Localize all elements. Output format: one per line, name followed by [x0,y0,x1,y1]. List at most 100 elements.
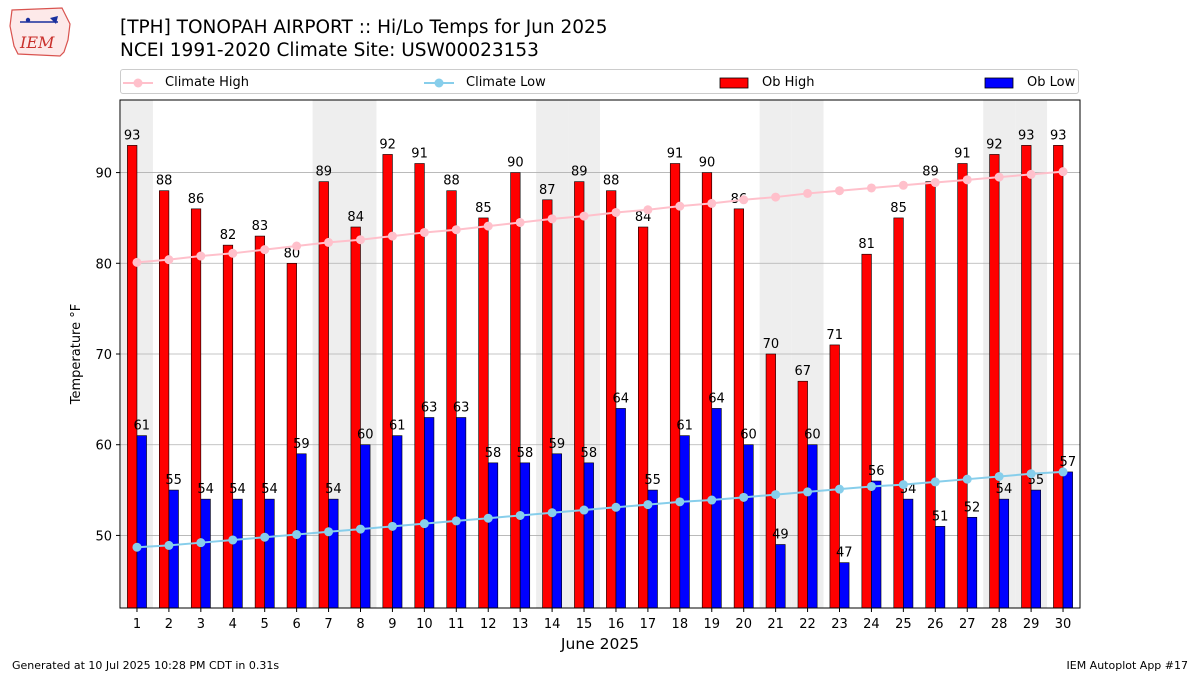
bar-ob-low [487,462,499,609]
climate-low-point [515,510,525,520]
climate-high-point [930,178,940,188]
x-tick-label: 17 [640,617,657,632]
bar-ob-low [807,444,818,609]
climate-high-point [579,211,589,221]
climate-low-point [930,477,940,487]
bar-ob-low [455,417,467,609]
data-label-ob-low: 54 [261,482,278,497]
bar-ob-low [966,516,978,609]
data-label-ob-high: 93 [1018,128,1035,143]
data-label-ob-high: 88 [443,174,460,189]
legend-label-climate-low: Climate Low [466,75,546,90]
climate-high-point [547,214,557,224]
bar-ob-high [446,190,457,609]
legend: Climate High Climate Low Ob High Ob Low [120,69,1079,94]
climate-low-point [164,540,174,550]
climate-high-point [132,257,142,267]
x-tick-label: 26 [927,617,944,632]
bar-ob-high [574,181,585,609]
x-tick-label: 27 [959,617,976,632]
data-label-ob-low: 64 [708,391,725,406]
data-label-ob-high: 85 [890,201,907,216]
data-label-ob-high: 85 [475,201,492,216]
chart-subtitle: NCEI 1991-2020 Climate Site: USW00023153 [120,40,539,61]
x-tick-label: 15 [576,617,593,632]
data-label-ob-high: 81 [858,237,875,252]
climate-high-point [260,245,270,255]
bar-ob-high [893,217,904,609]
data-label-ob-high: 83 [252,219,269,234]
data-label-ob-high: 70 [763,337,780,352]
data-label-ob-low: 51 [932,509,949,524]
x-tick-label: 11 [448,617,465,632]
x-axis-label: June 2025 [560,635,639,653]
bar-ob-high [478,217,489,609]
data-label-ob-low: 63 [453,401,470,416]
legend-label-climate-high: Climate High [165,75,250,90]
bar-ob-high [127,145,138,609]
climate-low-point [260,532,270,542]
data-label-ob-low: 58 [517,446,534,461]
climate-low-point [419,519,429,529]
climate-high-point [324,237,334,247]
legend-item-climate-low: Climate Low [422,70,546,95]
data-label-ob-low: 55 [644,473,661,488]
climate-high-point [196,251,206,261]
bar-ob-low [1062,471,1073,609]
bar-ob-high [765,353,776,609]
bar-ob-low [711,408,722,609]
data-label-ob-high: 89 [571,165,588,180]
x-tick-label: 21 [767,617,784,632]
x-tick-label: 30 [1055,617,1072,632]
x-tick-label: 13 [512,617,529,632]
legend-swatch-climate-high [123,78,153,87]
climate-low-point [707,495,717,505]
bar-ob-high [829,344,840,609]
climate-low-point [547,508,557,518]
bar-ob-low [743,444,754,609]
x-tick-label: 9 [388,617,396,632]
data-label-ob-high: 93 [124,128,141,143]
legend-label-ob-low: Ob Low [1027,75,1076,90]
climate-high-point [898,180,908,190]
legend-item-ob-high: Ob High [718,70,815,95]
data-label-ob-low: 58 [581,446,598,461]
bar-ob-low [998,498,1010,609]
data-label-ob-high: 92 [379,137,396,152]
climate-high-point [164,255,174,265]
x-tick-label: 14 [544,617,561,632]
climate-high-point [451,225,461,235]
climate-low-point [643,500,653,510]
data-label-ob-high: 90 [507,156,524,171]
data-label-ob-high: 87 [539,183,556,198]
climate-low-point [292,530,302,540]
data-label-ob-low: 64 [612,391,629,406]
x-tick-label: 2 [165,617,173,632]
bar-ob-low [1030,489,1041,609]
x-tick-label: 22 [799,617,816,632]
climate-low-point [1058,467,1068,477]
bar-ob-high [638,226,649,609]
bar-ob-low [392,435,403,609]
data-label-ob-low: 60 [357,428,374,443]
bar-ob-high [701,172,713,609]
data-label-ob-high: 84 [347,210,364,225]
data-label-ob-low: 59 [549,437,566,452]
climate-high-point [675,201,685,211]
climate-high-point [707,198,717,208]
data-label-ob-high: 89 [316,165,333,180]
data-label-ob-low: 52 [964,500,981,515]
bar-ob-low [903,498,914,609]
plot-frame [119,99,1081,609]
data-label-ob-high: 86 [188,192,205,207]
bar-ob-low [264,498,275,609]
data-label-ob-low: 60 [804,428,821,443]
climate-low-point [483,513,493,523]
y-tick-label: 60 [95,439,112,454]
climate-low-point [611,502,621,512]
bar-ob-high [510,172,521,609]
y-axis-label: Temperature °F [69,304,84,405]
data-label-ob-high: 91 [667,147,684,162]
climate-low-point [803,487,813,497]
climate-low-point [1026,469,1036,479]
